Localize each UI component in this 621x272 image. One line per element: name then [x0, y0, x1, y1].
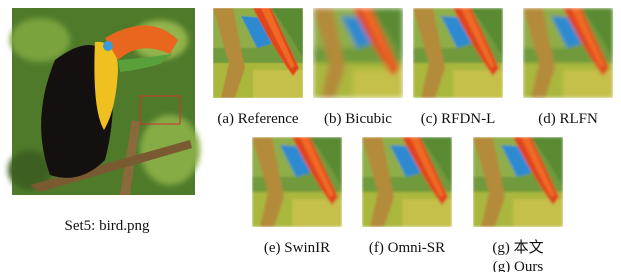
- crop-image: [473, 137, 563, 227]
- crop-content: [213, 8, 303, 98]
- crop-image: [413, 8, 503, 98]
- panel-label-en: (g) Ours: [493, 259, 544, 272]
- panel-label: (d) RLFN: [538, 111, 598, 127]
- crop-content: [413, 8, 503, 98]
- crop-image: [523, 8, 613, 98]
- panel-label: (c) RFDN-L: [421, 111, 496, 127]
- panel-label: (e) SwinIR: [264, 240, 330, 256]
- crop-image: [252, 137, 342, 227]
- panel-label: (b) Bicubic: [324, 111, 392, 127]
- crop-content: [252, 137, 342, 227]
- panel-label: (f) Omni-SR: [369, 240, 445, 256]
- crop-content: [473, 137, 563, 227]
- figure: Set5: bird.png (a) Reference (b) Bicubic (…: [0, 0, 621, 272]
- crop-content: [523, 8, 613, 98]
- crop-image: [313, 8, 403, 98]
- source-caption: Set5: bird.png: [65, 218, 150, 234]
- crop-content: [362, 137, 452, 227]
- crop-image: [213, 8, 303, 98]
- source-image: [8, 8, 200, 195]
- panel-label: (a) Reference: [217, 111, 299, 127]
- panel-label: (g) 本文: [492, 239, 543, 256]
- crop-content: [313, 8, 403, 98]
- crop-image: [362, 137, 452, 227]
